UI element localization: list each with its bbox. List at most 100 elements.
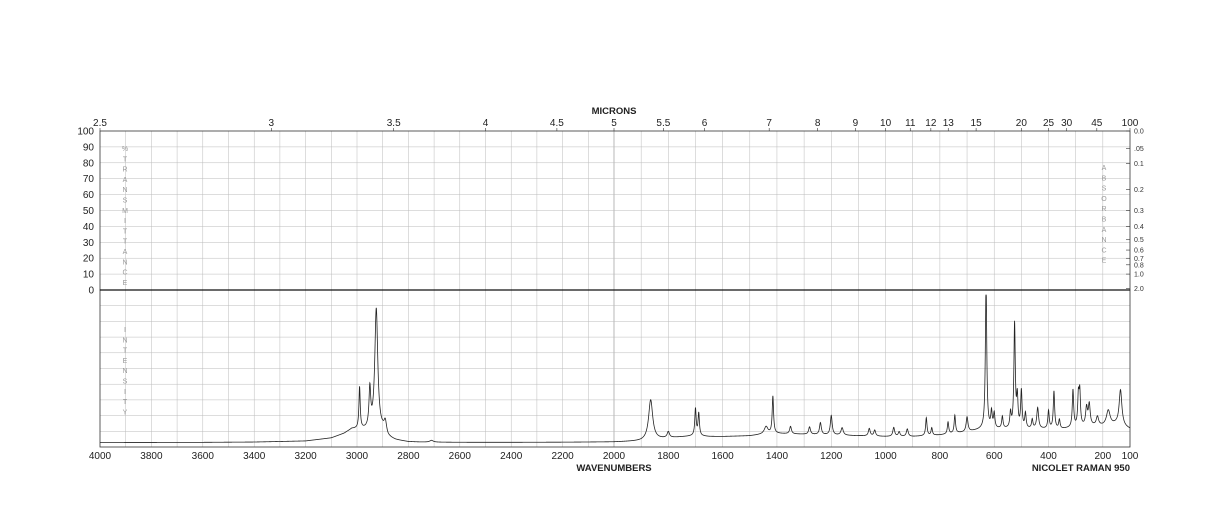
y-tick-label: 40 — [83, 222, 95, 233]
y-tick-label: 30 — [83, 238, 95, 249]
x-tick-label: 400 — [1040, 451, 1057, 462]
transmittance-letter: E — [123, 280, 128, 287]
x-tick-label: 1000 — [874, 451, 897, 462]
x-tick-label: 2800 — [397, 451, 420, 462]
absorbance-letter: N — [1101, 237, 1106, 244]
absorbance-tick-label: 1.0 — [1134, 272, 1144, 279]
top-tick-label: 25 — [1043, 118, 1055, 129]
top-tick-label: 30 — [1061, 118, 1073, 129]
transmittance-letter: A — [123, 249, 128, 256]
transmittance-letter: % — [122, 146, 128, 153]
top-tick-label: 45 — [1091, 118, 1103, 129]
bottom-axis-ticks: 4000 3800 3600 3400 3200 3000 2800 2600 2400 2200… — [89, 451, 1139, 462]
transmittance-letter: I — [124, 218, 126, 225]
intensity-letter: Y — [123, 409, 128, 416]
absorbance-tick-label: 0.0 — [1134, 129, 1144, 136]
top-tick-label: 10 — [880, 118, 892, 129]
absorbance-tick-label: 0.4 — [1134, 224, 1144, 231]
y-tick-label: 10 — [83, 270, 95, 281]
right-axis-ticks: 0.0 .05 0.1 0.2 0.3 0.4 0.5 0.60.70.8 1.0 2.0 — [1126, 129, 1144, 293]
transmittance-letter: S — [123, 198, 128, 205]
absorbance-letter: B — [1102, 175, 1107, 182]
x-tick-label: 3800 — [140, 451, 163, 462]
intensity-letter: N — [122, 337, 127, 344]
y-tick-label: 100 — [77, 127, 94, 138]
y-tick-label: 90 — [83, 142, 95, 153]
transmittance-letter: T — [123, 156, 128, 163]
y-tick-label: 80 — [83, 158, 95, 169]
top-tick-label: 2.5 — [93, 118, 107, 129]
absorbance-tick-label: 0.1 — [1134, 161, 1144, 168]
intensity-letter: I — [124, 389, 126, 396]
y-tick-label: 60 — [83, 190, 95, 201]
top-tick-label: 4 — [483, 118, 489, 129]
x-tick-label: 1200 — [820, 451, 843, 462]
intensity-letter: T — [123, 348, 128, 355]
x-tick-label: 1800 — [657, 451, 680, 462]
intensity-letter: N — [122, 368, 127, 375]
x-tick-label: 1400 — [766, 451, 789, 462]
y-tick-label: 0 — [88, 286, 94, 297]
absorbance-letter: S — [1102, 186, 1107, 193]
absorbance-tick-label: 0.3 — [1134, 208, 1144, 215]
transmittance-letter: N — [122, 259, 127, 266]
top-axis-title: MICRONS — [592, 106, 637, 117]
absorbance-tick-label: 0.6 — [1134, 248, 1144, 255]
top-tick-label: 11 — [905, 118, 916, 129]
top-axis-ticks: 2.5 3 3.5 4 4.5 5 5.5 6 7 8 9 10 11 12 13 15 20 25 30 45 100 — [93, 118, 1139, 131]
grid — [100, 131, 1130, 447]
top-tick-label: 7 — [766, 118, 772, 129]
x-tick-label: 3600 — [192, 451, 215, 462]
intensity-letter: E — [123, 358, 128, 365]
y-tick-label: 20 — [83, 254, 95, 265]
transmittance-letter: A — [123, 177, 128, 184]
instrument-label: NICOLET RAMAN 950 — [1032, 463, 1130, 474]
absorbance-letter: E — [1102, 258, 1107, 265]
spectrum-line — [100, 294, 1131, 443]
top-tick-label: 3 — [269, 118, 275, 129]
x-tick-label: 4000 — [89, 451, 112, 462]
absorbance-tick-label: 0.8 — [1134, 262, 1144, 269]
absorbance-letter: R — [1101, 206, 1106, 213]
absorbance-tick-label: 0.5 — [1134, 237, 1144, 244]
x-tick-label: 2400 — [500, 451, 523, 462]
transmittance-letter: N — [122, 187, 127, 194]
top-tick-label: 5 — [611, 118, 617, 129]
x-tick-label: 800 — [932, 451, 949, 462]
intensity-letter: I — [124, 327, 126, 334]
x-tick-label: 200 — [1094, 451, 1111, 462]
top-tick-label: 8 — [815, 118, 821, 129]
x-tick-label: 600 — [986, 451, 1003, 462]
x-tick-label: 3400 — [243, 451, 266, 462]
intensity-letter: T — [123, 399, 128, 406]
top-tick-label: 5.5 — [656, 118, 670, 129]
x-axis-title: WAVENUMBERS — [576, 463, 651, 474]
top-tick-label: 20 — [1016, 118, 1028, 129]
transmittance-letter: T — [123, 239, 128, 246]
top-tick-label: 6 — [702, 118, 708, 129]
top-tick-label: 15 — [971, 118, 983, 129]
x-tick-label: 1600 — [712, 451, 735, 462]
top-tick-label: 4.5 — [550, 118, 564, 129]
absorbance-tick-label: .05 — [1134, 146, 1144, 153]
absorbance-letter: A — [1102, 227, 1107, 234]
top-tick-label: 100 — [1122, 118, 1139, 129]
absorbance-letter: B — [1102, 217, 1107, 224]
absorbance-tick-label: 0.7 — [1134, 256, 1144, 263]
top-tick-label: 13 — [943, 118, 955, 129]
x-tick-label: 3000 — [346, 451, 369, 462]
top-tick-label: 12 — [925, 118, 937, 129]
x-tick-label: 2000 — [603, 451, 626, 462]
absorbance-letter: A — [1102, 165, 1107, 172]
absorbance-letter: C — [1101, 247, 1106, 254]
intensity-letter: S — [123, 379, 128, 386]
plot-frames — [99, 130, 1131, 448]
x-tick-label: 3200 — [294, 451, 317, 462]
absorbance-tick-label: 2.0 — [1134, 286, 1144, 293]
x-tick-label: 100 — [1122, 451, 1139, 462]
top-tick-label: 3.5 — [387, 118, 401, 129]
transmittance-letter: T — [123, 228, 128, 235]
y-tick-label: 70 — [83, 174, 95, 185]
